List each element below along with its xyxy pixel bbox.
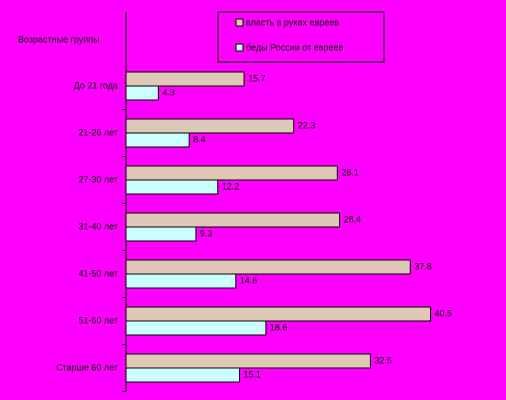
value-label: 18.6 bbox=[270, 322, 288, 332]
bar bbox=[125, 273, 237, 289]
y-tick-label: 51-60 лет bbox=[78, 315, 118, 325]
bar bbox=[125, 71, 245, 87]
y-tick-label: 31-40 лет bbox=[78, 221, 118, 231]
legend-label: власть в руках евреев bbox=[246, 17, 339, 27]
bar bbox=[125, 259, 411, 275]
y-tick-label: Старше 60 лет bbox=[56, 362, 118, 372]
value-label: 28.1 bbox=[341, 167, 359, 177]
y-tick-label: До 21 года bbox=[74, 80, 118, 90]
bar bbox=[125, 212, 341, 228]
y-tick-label: 27-30 лет bbox=[78, 174, 118, 184]
bar bbox=[125, 179, 219, 195]
value-label: 4.3 bbox=[162, 87, 175, 97]
value-label: 8.4 bbox=[193, 134, 206, 144]
y-tick-label: 41-50 лет bbox=[78, 268, 118, 278]
value-label: 32.5 bbox=[374, 355, 392, 365]
bar bbox=[125, 320, 267, 336]
legend-label: беды России от евреев bbox=[246, 42, 343, 52]
bar bbox=[125, 226, 197, 242]
bar bbox=[125, 118, 295, 134]
legend-swatch bbox=[235, 18, 244, 27]
bar bbox=[125, 367, 241, 383]
legend-swatch bbox=[235, 43, 244, 52]
bar bbox=[125, 306, 432, 322]
bar bbox=[125, 165, 338, 181]
value-label: 37.8 bbox=[414, 261, 432, 271]
value-label: 15.7 bbox=[248, 73, 266, 83]
legend bbox=[217, 11, 385, 63]
value-label: 12.2 bbox=[222, 181, 240, 191]
value-label: 9.3 bbox=[200, 228, 213, 238]
bar bbox=[125, 85, 159, 101]
value-label: 40.5 bbox=[435, 308, 453, 318]
value-label: 28.4 bbox=[344, 214, 362, 224]
value-label: 14.6 bbox=[240, 275, 258, 285]
value-label: 22.3 bbox=[298, 120, 316, 130]
axis-title: Возрастные группы bbox=[18, 34, 100, 44]
bar bbox=[125, 132, 190, 148]
y-tick-label: 21-26 лет bbox=[78, 127, 118, 137]
bar bbox=[125, 353, 371, 369]
value-label: 15.1 bbox=[244, 369, 262, 379]
